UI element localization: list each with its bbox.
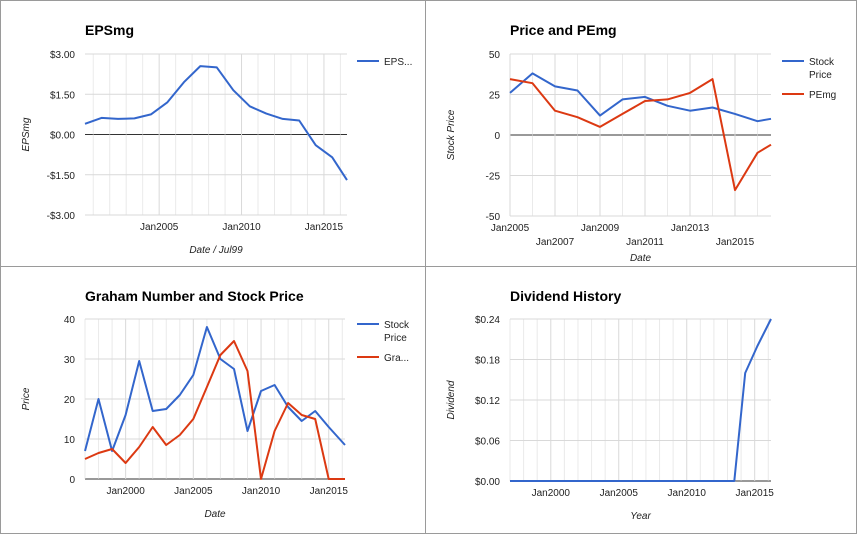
- x-tick-label: Jan2010: [222, 222, 261, 233]
- x-tick-label: Jan2013: [671, 223, 710, 234]
- y-tick-label: 40: [64, 315, 76, 326]
- y-tick-label: 20: [64, 395, 76, 406]
- y-tick-label: 30: [64, 355, 76, 366]
- x-tick-label: Jan2011: [626, 237, 664, 248]
- x-tick-label: Jan2015: [716, 237, 755, 248]
- legend-label: Gra...: [384, 353, 409, 364]
- y-axis-title: Dividend: [446, 380, 457, 419]
- x-tick-label: Jan2000: [532, 488, 571, 499]
- x-tick-label: Jan2010: [668, 488, 707, 499]
- x-tick-label: Jan2015: [305, 222, 344, 233]
- chart-title: Graham Number and Stock Price: [85, 288, 304, 304]
- y-tick-label: $1.50: [50, 90, 75, 101]
- x-tick-label: Jan2005: [174, 486, 213, 497]
- chart-title: EPSmg: [85, 22, 134, 38]
- series-line: [84, 340, 345, 480]
- chart-title: Dividend History: [510, 288, 621, 304]
- y-tick-label: 10: [64, 435, 76, 446]
- chart-panel-epsmg: EPSmg $3.00 $1.50 $0.00 -$1.50 -$3.00 Jan2005 J…: [0, 0, 427, 268]
- y-tick-label: -25: [486, 172, 501, 183]
- series-line: [509, 72, 772, 123]
- x-tick-label: Jan2015: [310, 486, 349, 497]
- y-tick-label: $0.18: [475, 356, 500, 367]
- legend-label: PEmg: [809, 90, 836, 101]
- x-tick-label: Jan2015: [736, 488, 775, 499]
- x-tick-label: Jan2005: [600, 488, 639, 499]
- y-axis-title: EPSmg: [21, 117, 32, 151]
- y-tick-label: 0: [69, 475, 75, 486]
- series-line: [509, 78, 772, 192]
- y-tick-label: $0.24: [475, 315, 500, 326]
- chart-title: Price and PEmg: [510, 22, 617, 38]
- chart-svg: Dividend History $0.24 $0.18 $0.12 $0.06 $0.0…: [446, 288, 775, 522]
- chart-panel-dividend-history: Dividend History $0.24 $0.18 $0.12 $0.06 $0.0…: [425, 266, 857, 534]
- y-axis-title: Stock Price: [446, 109, 457, 160]
- chart-panel-graham-number: Graham Number and Stock Price 40 30 20 10 0 Ja…: [0, 266, 427, 534]
- legend-label: Stock: [384, 320, 410, 331]
- x-axis-title: Year: [630, 511, 651, 522]
- y-tick-label: 50: [489, 50, 501, 61]
- y-tick-label: 25: [489, 91, 501, 102]
- x-axis-title: Date: [630, 253, 652, 264]
- series-line: [84, 65, 348, 181]
- y-axis-title: Price: [21, 387, 32, 410]
- y-tick-label: 0: [494, 131, 500, 142]
- y-tick-label: $0.00: [50, 131, 75, 142]
- chart-svg: Graham Number and Stock Price 40 30 20 10 0 Ja…: [21, 288, 410, 520]
- series-line: [84, 326, 346, 452]
- x-axis-title: Date: [204, 509, 226, 520]
- y-tick-label: $0.12: [475, 396, 500, 407]
- legend-label: EPS...: [384, 57, 412, 68]
- x-tick-label: Jan2010: [242, 486, 281, 497]
- series-line: [510, 318, 772, 482]
- x-tick-label: Jan2005: [491, 223, 530, 234]
- y-tick-label: -50: [486, 212, 501, 223]
- x-tick-label: Jan2000: [106, 486, 145, 497]
- y-tick-label: $0.00: [475, 477, 500, 488]
- legend-label: Stock: [809, 57, 835, 68]
- y-tick-label: -$1.50: [47, 171, 76, 182]
- legend-label: Price: [809, 70, 832, 81]
- legend-label: Price: [384, 333, 407, 344]
- y-tick-label: $3.00: [50, 50, 75, 61]
- x-axis-title: Date / Jul99: [189, 245, 243, 256]
- y-tick-label: -$3.00: [47, 211, 76, 222]
- x-tick-label: Jan2007: [536, 237, 575, 248]
- y-tick-label: $0.06: [475, 437, 500, 448]
- x-tick-label: Jan2009: [581, 223, 620, 234]
- chart-panel-price-pemg: Price and PEmg 50 25 0 -25 -50 Jan2005 Jan2009 J…: [425, 0, 857, 268]
- chart-svg: EPSmg $3.00 $1.50 $0.00 -$1.50 -$3.00 Jan2005 J…: [21, 22, 412, 256]
- x-tick-label: Jan2005: [140, 222, 179, 233]
